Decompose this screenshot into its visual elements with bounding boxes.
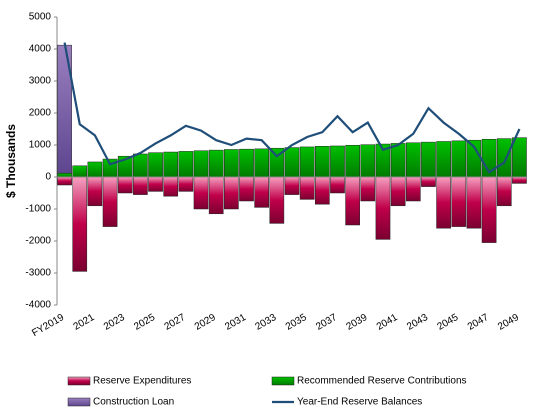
x-tick-label: 2031: [223, 312, 248, 333]
bar: [496, 138, 512, 178]
legend-label: Year-End Reserve Balances: [297, 397, 422, 408]
y-tick-label: -3000: [25, 268, 51, 279]
bar: [72, 176, 88, 272]
bar: [57, 176, 72, 186]
bar: [299, 176, 315, 200]
bar: [148, 152, 163, 178]
bar: [239, 176, 254, 202]
bar: [512, 176, 527, 184]
bar: [496, 176, 512, 207]
bar: [512, 137, 527, 178]
x-tick-label: 2041: [375, 312, 400, 333]
bar: [224, 176, 239, 210]
bar: [224, 149, 239, 178]
y-tick-label: -2000: [25, 236, 51, 247]
bar: [390, 143, 406, 178]
bar: [163, 176, 179, 197]
y-tick-label: 0: [45, 172, 51, 183]
bar: [330, 145, 345, 178]
x-tick-label: 2033: [254, 312, 279, 333]
x-tick-label: 2027: [163, 312, 188, 333]
bar: [148, 176, 163, 192]
bar: [269, 176, 285, 224]
bar: [330, 176, 345, 194]
bar: [345, 145, 360, 178]
bar: [390, 176, 406, 207]
y-tick-label: 1000: [29, 140, 52, 151]
bar: [436, 141, 451, 178]
bar: [87, 176, 103, 207]
bar: [360, 144, 376, 178]
bar: [87, 161, 103, 178]
x-tick-label: 2035: [284, 312, 309, 333]
bar: [299, 146, 315, 178]
y-tick-label: 4000: [29, 44, 52, 55]
bar: [481, 176, 497, 243]
bar: [314, 146, 330, 178]
y-axis-label: $ Thousands: [4, 124, 18, 198]
bar: [163, 151, 179, 178]
bar: [436, 176, 451, 229]
bar: [193, 176, 209, 210]
bar: [208, 176, 224, 215]
legend-swatch: [67, 376, 91, 386]
bar: [451, 140, 467, 178]
y-tick-label: 2000: [29, 108, 52, 119]
bar: [405, 176, 421, 202]
x-tick-label: 2045: [436, 312, 461, 333]
x-tick-label: 2049: [496, 312, 521, 333]
x-tick-label: 2021: [72, 312, 97, 333]
bar: [117, 176, 133, 194]
y-tick-label: 3000: [29, 76, 52, 87]
x-tick-label: 2025: [132, 312, 157, 333]
bar: [254, 148, 270, 178]
bar: [405, 142, 421, 178]
legend-label: Construction Loan: [93, 397, 174, 408]
line: [63, 42, 521, 174]
y-tick-label: -1000: [25, 204, 51, 215]
bar: [57, 172, 72, 178]
legend-label: Reserve Expenditures: [93, 376, 191, 387]
bar: [375, 176, 391, 240]
bar: [421, 176, 436, 187]
bar: [239, 148, 254, 178]
bar: [314, 176, 330, 205]
x-tick-label: FY2019: [30, 312, 66, 339]
y-tick-label: -4000: [25, 300, 51, 311]
x-tick-label: 2043: [405, 312, 430, 333]
bar: [451, 176, 467, 227]
x-tick-label: 2047: [466, 312, 491, 333]
bar: [178, 151, 194, 178]
legend-label: Recommended Reserve Contributions: [297, 376, 467, 387]
x-tick-label: 2037: [314, 312, 339, 333]
bar: [193, 150, 209, 178]
bar: [208, 149, 224, 178]
bar: [345, 176, 360, 226]
bar: [133, 153, 148, 178]
legend-swatch: [271, 376, 295, 386]
bar: [421, 141, 436, 178]
bar: [360, 176, 376, 202]
bar: [466, 176, 482, 229]
bar: [133, 176, 148, 195]
y-tick-label: 5000: [29, 12, 52, 23]
x-tick-label: 2029: [193, 312, 218, 333]
bar: [284, 176, 300, 195]
bar: [254, 176, 270, 208]
x-tick-label: 2039: [345, 312, 370, 333]
bar: [284, 147, 300, 178]
bar: [178, 176, 194, 192]
x-tick-label: 2023: [102, 312, 127, 333]
bar: [102, 176, 118, 227]
legend-swatch: [67, 397, 91, 407]
bar: [72, 165, 88, 178]
